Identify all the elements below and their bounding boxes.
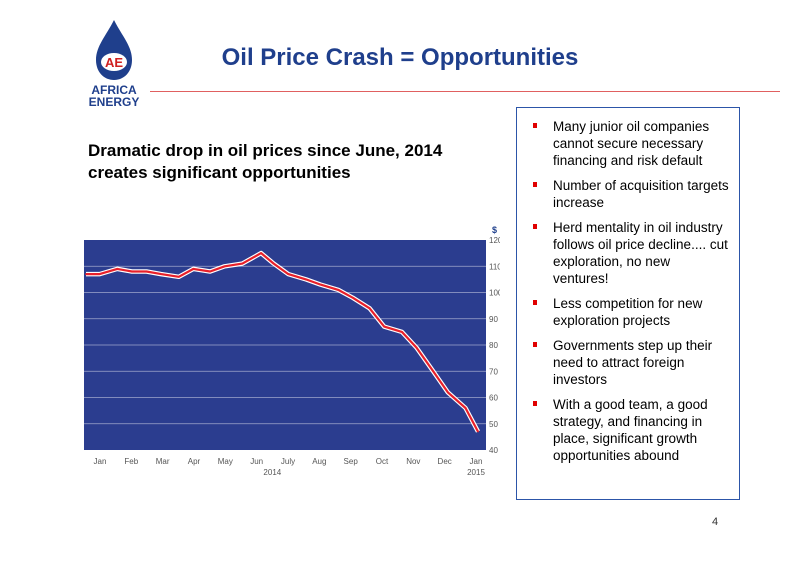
bullet-marker-icon: [533, 182, 537, 187]
africa-energy-logo: AE AFRICA ENERGY: [89, 20, 140, 108]
data-point: [446, 391, 449, 394]
y-tick-label: 100: [489, 289, 500, 298]
data-point: [319, 283, 322, 286]
y-axis-label: $: [492, 225, 497, 235]
data-point: [241, 262, 244, 265]
data-point: [160, 273, 162, 275]
bullet-item: Many junior oil companies cannot secure …: [527, 118, 729, 169]
x-tick-label: Jan: [470, 457, 483, 466]
y-tick-label: 90: [489, 315, 498, 324]
data-point: [287, 273, 290, 275]
y-tick-label: 50: [489, 420, 498, 429]
x-tick-label: Sep: [344, 457, 359, 466]
data-point: [116, 268, 119, 270]
bullet-marker-icon: [533, 401, 537, 406]
logo-line1: AFRICA: [91, 83, 137, 97]
y-tick-label: 60: [489, 394, 498, 403]
data-point: [383, 325, 385, 328]
price-line: [86, 252, 479, 433]
x-tick-label: July: [281, 457, 295, 466]
bullet-item: With a good team, a good strategy, and f…: [527, 396, 729, 464]
bullet-item: Herd mentality in oil industry follows o…: [527, 219, 729, 287]
year-label: 2015: [467, 468, 485, 477]
bullet-marker-icon: [533, 224, 537, 229]
data-point: [415, 346, 418, 349]
y-tick-label: 120: [489, 236, 500, 245]
x-tick-label: Mar: [156, 457, 170, 466]
data-point: [368, 307, 371, 310]
y-tick-label: 110: [489, 262, 500, 271]
bullet-item: Number of acquisition targets increase: [527, 177, 729, 211]
bullet-list: Many junior oil companies cannot secure …: [516, 107, 740, 500]
bullet-marker-icon: [533, 300, 537, 305]
data-point: [272, 262, 275, 265]
x-tick-label: May: [218, 457, 233, 466]
data-point: [209, 270, 211, 273]
data-point: [260, 252, 262, 254]
y-tick-label: 70: [489, 367, 498, 376]
data-point: [477, 430, 479, 433]
x-tick-label: Feb: [124, 457, 138, 466]
data-point: [131, 270, 133, 273]
bullet-marker-icon: [533, 123, 537, 128]
data-point: [192, 268, 195, 270]
logo-line2: ENERGY: [89, 95, 140, 108]
bullet-item: Governments step up their need to attrac…: [527, 337, 729, 388]
x-tick-label: Jan: [94, 457, 107, 466]
x-tick-label: Oct: [376, 457, 389, 466]
slide-title: Oil Price Crash = Opportunities: [221, 44, 579, 71]
data-point: [98, 273, 101, 275]
data-point: [145, 270, 148, 273]
x-tick-label: Aug: [312, 457, 326, 466]
y-tick-label: 80: [489, 341, 498, 350]
data-point: [352, 296, 354, 299]
bullet-marker-icon: [533, 342, 537, 347]
x-tick-label: Dec: [438, 457, 452, 466]
data-point: [85, 273, 87, 275]
data-point: [401, 331, 403, 333]
year-label: 2014: [263, 468, 281, 477]
data-point: [223, 265, 226, 268]
title-divider: [150, 91, 780, 92]
x-tick-label: Nov: [406, 457, 420, 466]
slide-subtitle: Dramatic drop in oil prices since June, …: [88, 141, 443, 182]
page-number: 4: [712, 516, 719, 528]
oil-price-chart: 40 50 60 70 80 90 100 110 120$ Jan Feb Mar Apr May Jun…: [84, 225, 500, 477]
bullet-item: Less competition for new exploration pro…: [527, 295, 729, 329]
data-point: [464, 407, 467, 409]
x-tick-label: Jun: [250, 457, 263, 466]
logo-monogram: AE: [105, 55, 123, 70]
y-tick-label: 40: [489, 446, 498, 455]
data-point: [432, 370, 434, 373]
data-point: [305, 278, 307, 281]
data-point: [337, 289, 340, 291]
data-point: [177, 275, 180, 278]
x-tick-label: Apr: [188, 457, 201, 466]
